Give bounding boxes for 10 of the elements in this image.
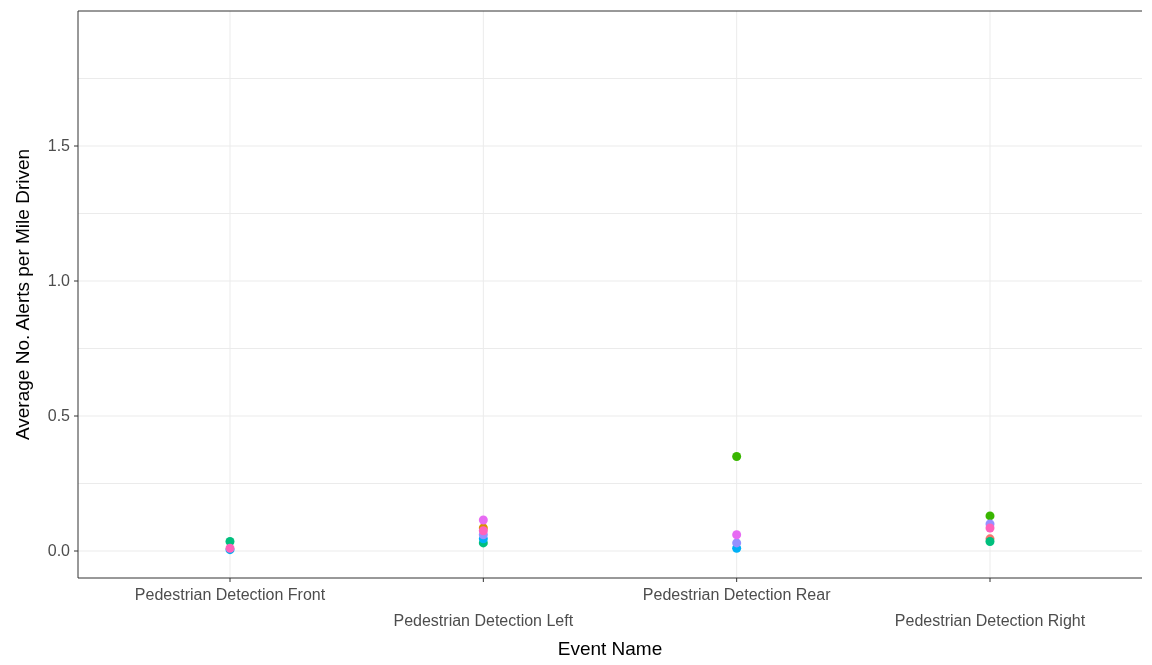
- x-axis-title: Event Name: [557, 638, 663, 659]
- y-tick-label: 1.0: [47, 272, 71, 289]
- x-tick-label: Pedestrian Detection Rear: [642, 586, 832, 603]
- y-tick-label: 1.5: [47, 137, 71, 154]
- y-tick-label: 0.5: [47, 407, 71, 424]
- y-axis-title: Average No. Alerts per Mile Driven: [11, 148, 33, 441]
- x-tick-label: Pedestrian Detection Left: [393, 612, 574, 629]
- x-tick-label: Pedestrian Detection Right: [894, 612, 1086, 629]
- x-tick-label: Pedestrian Detection Front: [134, 586, 326, 603]
- y-tick-label: 0.0: [47, 542, 71, 559]
